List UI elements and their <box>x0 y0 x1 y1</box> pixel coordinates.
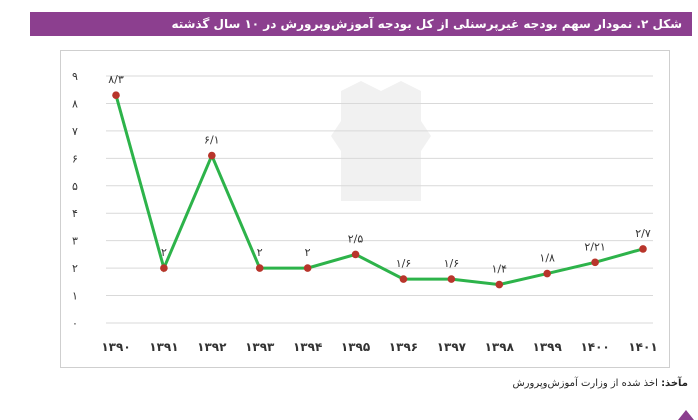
y-tick-label: ۶ <box>72 152 78 165</box>
y-tick-label: ۱ <box>72 290 78 303</box>
x-tick-label: ۱۳۹۱ <box>149 340 178 354</box>
data-point <box>160 264 168 272</box>
data-label: ۱/۶ <box>444 257 460 270</box>
x-tick-label: ۱۴۰۱ <box>628 340 657 354</box>
x-tick-label: ۱۴۰۰ <box>580 340 609 354</box>
figure-caption: شکل ۲. نمودار سهم بودجه غیرپرسنلی از کل … <box>30 12 692 36</box>
x-tick-label: ۱۳۹۲ <box>197 340 227 354</box>
data-label: ۱/۸ <box>539 252 555 265</box>
y-tick-label: ۲ <box>72 262 78 275</box>
data-point <box>495 280 504 289</box>
data-label: ۲ <box>257 246 263 259</box>
data-point <box>208 151 216 160</box>
data-point <box>112 91 120 100</box>
data-point <box>303 264 312 272</box>
y-tick-label: ۷ <box>72 125 78 138</box>
data-label: ۱/۴ <box>492 263 508 276</box>
data-label: ۲/۲۱ <box>584 240 605 253</box>
y-tick-label: ۹ <box>72 70 78 83</box>
data-label: ۲ <box>305 246 311 259</box>
source-text: اخذ شده از وزارت آموزش‌وپرورش <box>512 378 658 389</box>
data-point <box>543 269 551 278</box>
data-label: ۲/۵ <box>348 232 364 245</box>
x-tick-label: ۱۳۹۷ <box>437 340 467 354</box>
y-tick-label: ۵ <box>72 180 78 193</box>
line-chart: ۰ ۱ ۲ ۳ ۴ ۵ ۶ ۷ ۸ ۹ ۱۳۹۰ ۱۳۹۱ ۱۳۹۲ ۱۳۹۳ ۱۳۹۴ ۱۳۹۵ ۱۳۹۶ ۱… <box>72 70 658 354</box>
data-label: ۶/۱ <box>204 134 220 147</box>
data-label: ۱/۶ <box>396 257 412 270</box>
data-label: ۲ <box>161 246 167 259</box>
chart-frame: ۰ ۱ ۲ ۳ ۴ ۵ ۶ ۷ ۸ ۹ ۱۳۹۰ ۱۳۹۱ ۱۳۹۲ ۱۳۹۳ ۱۳۹۴ ۱۳۹۵ ۱۳۹۶ ۱… <box>60 50 670 368</box>
data-point <box>447 275 456 283</box>
data-point <box>639 245 647 253</box>
data-label: ۸/۳ <box>108 73 124 86</box>
y-tick-label: ۸ <box>72 97 78 110</box>
x-tick-label: ۱۳۹۰ <box>101 340 130 354</box>
x-tick-label: ۱۳۹۶ <box>389 340 418 354</box>
data-point <box>591 258 599 267</box>
y-tick-label: ۳ <box>72 235 78 248</box>
y-tick-label: ۰ <box>72 317 78 330</box>
x-tick-label: ۱۳۹۳ <box>245 340 275 354</box>
source-label: مآخذ: <box>661 378 688 389</box>
x-tick-label: ۱۳۹۹ <box>533 340 563 354</box>
x-tick-label: ۱۳۹۸ <box>485 340 515 354</box>
y-tick-label: ۴ <box>72 207 78 220</box>
data-point <box>399 275 408 283</box>
corner-triangle-icon <box>678 410 694 420</box>
x-tick-label: ۱۳۹۴ <box>293 340 322 354</box>
x-tick-label: ۱۳۹۵ <box>341 340 370 354</box>
data-point <box>351 250 360 259</box>
source-note: مآخذ: اخذ شده از وزارت آموزش‌وپرورش <box>512 378 688 389</box>
series-line <box>114 94 644 287</box>
data-point <box>255 264 264 272</box>
watermark-logo-icon <box>331 81 431 201</box>
data-label: ۲/۷ <box>635 227 651 240</box>
